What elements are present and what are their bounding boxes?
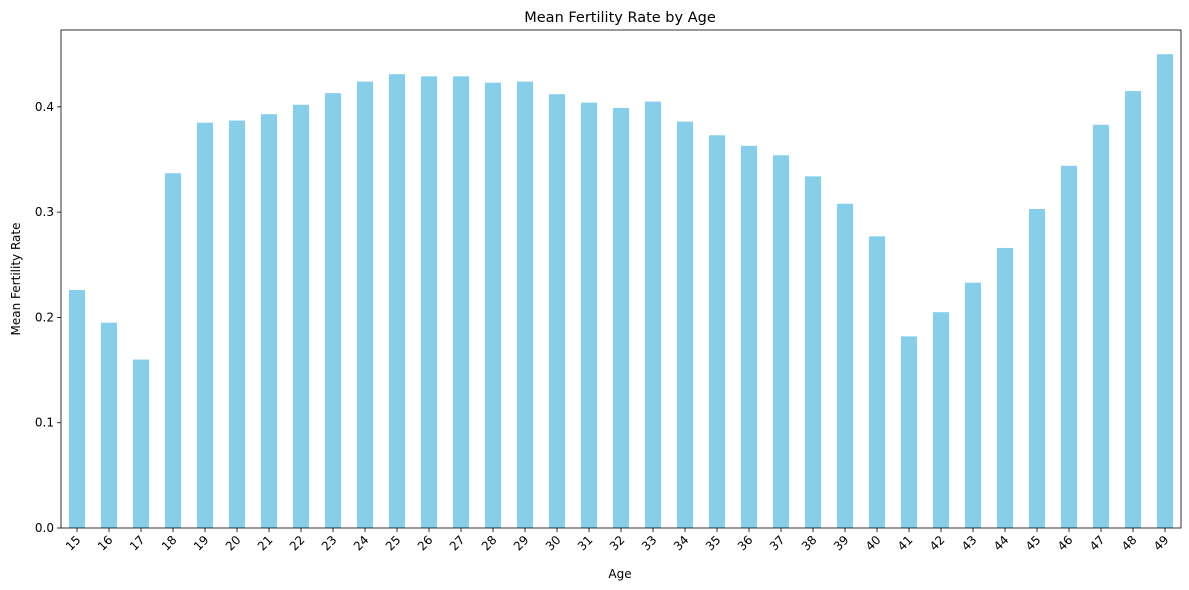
y-tick-label: 0.0	[35, 521, 54, 535]
bar-age-36	[741, 145, 757, 528]
bar-age-30	[549, 94, 565, 528]
x-tick-label: 35	[703, 533, 724, 554]
x-tick-label: 24	[351, 533, 372, 554]
x-tick-label: 19	[191, 533, 212, 554]
bar-age-22	[293, 104, 309, 528]
x-tick-label: 34	[671, 533, 692, 554]
x-tick-label: 45	[1023, 533, 1044, 554]
bar-age-26	[421, 76, 437, 528]
x-tick-label: 21	[255, 533, 276, 554]
bar-age-28	[485, 82, 501, 528]
bar-age-43	[965, 282, 981, 528]
y-tick-label: 0.2	[35, 310, 54, 324]
y-axis-ticks: 0.0 0.1 0.2 0.3 0.4	[35, 100, 61, 535]
bar-age-27	[453, 76, 469, 528]
x-tick-label: 46	[1055, 533, 1076, 554]
bar-age-29	[517, 81, 533, 528]
bar-age-23	[325, 93, 341, 529]
bar-age-35	[709, 135, 725, 529]
x-tick-label: 20	[223, 533, 244, 554]
x-tick-label: 18	[159, 533, 180, 554]
bar-age-45	[1029, 208, 1045, 529]
x-tick-label: 37	[767, 533, 788, 554]
bar-age-44	[997, 247, 1013, 528]
bar-age-17	[133, 359, 149, 528]
chart-title: Mean Fertility Rate by Age	[524, 10, 716, 26]
bar-age-18	[165, 173, 181, 528]
y-tick-label: 0.1	[35, 416, 54, 430]
x-tick-label: 39	[831, 533, 852, 554]
x-tick-label: 38	[799, 533, 820, 554]
bar-age-19	[197, 122, 213, 529]
bar-age-21	[261, 114, 277, 528]
x-tick-label: 25	[383, 533, 404, 554]
bar-age-47	[1093, 124, 1109, 528]
bar-age-15	[69, 290, 85, 528]
x-tick-label: 47	[1087, 533, 1108, 554]
x-tick-label: 31	[575, 533, 596, 554]
x-tick-label: 32	[607, 533, 628, 554]
x-tick-label: 22	[287, 533, 308, 554]
bar-age-49	[1157, 54, 1173, 528]
x-tick-label: 43	[959, 533, 980, 554]
x-tick-label: 28	[479, 533, 500, 554]
bar-age-40	[869, 236, 885, 529]
bar-age-48	[1125, 91, 1141, 528]
x-tick-label: 33	[639, 533, 660, 554]
bar-age-33	[645, 101, 661, 528]
x-tick-label: 30	[543, 533, 564, 554]
x-tick-label: 44	[991, 533, 1012, 554]
x-tick-label: 41	[895, 533, 916, 554]
x-tick-label: 16	[95, 533, 116, 554]
x-tick-label: 29	[511, 533, 532, 554]
bar-age-20	[229, 120, 245, 529]
bar-age-38	[805, 176, 821, 528]
x-tick-label: 26	[415, 533, 436, 554]
bar-age-31	[581, 102, 597, 529]
x-tick-label: 36	[735, 533, 756, 554]
y-tick-label: 0.4	[35, 100, 54, 114]
x-tick-label: 42	[927, 533, 948, 554]
bar-age-34	[677, 121, 693, 528]
x-tick-label: 27	[447, 533, 468, 554]
bar-age-46	[1061, 165, 1077, 528]
x-tick-label: 49	[1151, 533, 1172, 554]
bar-age-16	[101, 322, 117, 528]
x-tick-label: 15	[63, 533, 84, 554]
x-tick-label: 17	[127, 533, 148, 554]
bar-age-42	[933, 312, 949, 528]
bar-age-41	[901, 336, 917, 528]
bar-age-32	[613, 107, 629, 528]
x-axis-ticks: 15 16 17 18 19 20 21 22 23 24 25 26 27 28 29 30 31 32 33 34…	[63, 528, 1172, 554]
x-tick-label: 23	[319, 533, 340, 554]
bar-age-24	[357, 81, 373, 528]
bar-age-37	[773, 155, 789, 529]
x-axis-label: Age	[608, 567, 631, 581]
y-axis-label: Mean Fertility Rate	[9, 223, 23, 336]
bars	[69, 54, 1173, 529]
bar-age-39	[837, 203, 853, 528]
axes-frame	[60, 29, 1182, 529]
x-tick-label: 40	[863, 533, 884, 554]
y-tick-label: 0.3	[35, 205, 54, 219]
bar-age-25	[389, 74, 405, 528]
x-tick-label: 48	[1119, 533, 1140, 554]
